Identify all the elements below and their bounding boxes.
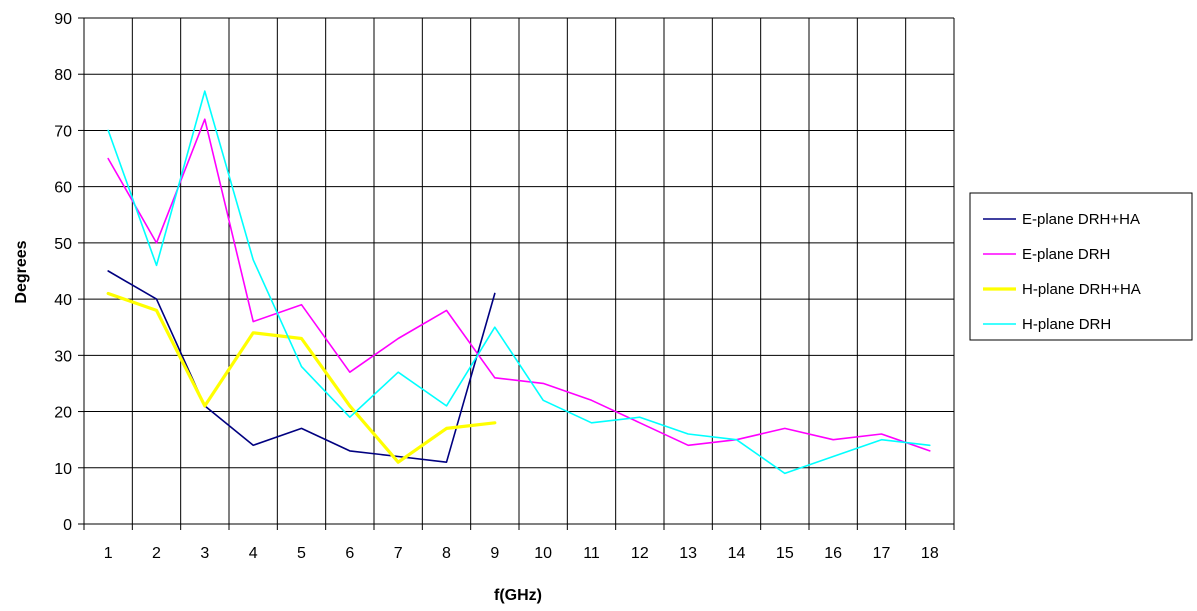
axes: [78, 17, 955, 530]
x-axis-title: f(GHz): [494, 587, 542, 604]
x-tick-label: 5: [297, 545, 306, 562]
x-tick-label: 18: [921, 545, 939, 562]
x-tick-label: 15: [776, 545, 794, 562]
x-tick-label: 11: [583, 545, 600, 562]
y-tick-label: 90: [54, 11, 72, 28]
x-tick-label: 9: [490, 545, 499, 562]
series-lines: [106, 90, 931, 475]
x-tick-label: 12: [631, 545, 649, 562]
legend-label-h-plane-drh-ha: H-plane DRH+HA: [1022, 281, 1141, 298]
legend-label-e-plane-drh: E-plane DRH: [1022, 246, 1110, 263]
y-tick-label: 30: [54, 348, 72, 365]
legend: E-plane DRH+HA E-plane DRH H-plane DRH+HA H…: [969, 192, 1193, 341]
y-tick-label: 70: [54, 123, 72, 140]
legend-label-h-plane-drh: H-plane DRH: [1022, 316, 1111, 333]
x-tick-label: 7: [394, 545, 403, 562]
legend-label-e-plane-drh-ha: E-plane DRH+HA: [1022, 211, 1140, 228]
y-tick-label: 10: [54, 461, 72, 478]
x-tick-label: 3: [200, 545, 209, 562]
series-line-h-plane-drh: [107, 90, 931, 475]
x-tick-labels: 1 2 3 4 5 6 7 8 9 10 11 12 13 14 15 16 17 18: [104, 545, 939, 562]
y-tick-label: 60: [54, 180, 72, 197]
y-tick-labels: 0 10 20 30 40 50 60 70 80 90: [54, 11, 72, 534]
y-axis-title: Degrees: [13, 240, 30, 303]
y-tick-label: 40: [54, 292, 72, 309]
x-tick-label: 17: [873, 545, 891, 562]
y-tick-label: 20: [54, 405, 72, 422]
grid-lines: [84, 17, 955, 524]
x-tick-label: 16: [824, 545, 842, 562]
y-tick-label: 80: [54, 67, 72, 84]
x-tick-label: 8: [442, 545, 451, 562]
series-line-e-plane-drh: [107, 118, 931, 452]
x-tick-label: 13: [679, 545, 697, 562]
x-tick-label: 1: [104, 545, 113, 562]
x-tick-label: 14: [728, 545, 746, 562]
y-tick-label: 50: [54, 236, 72, 253]
series-line-h-plane-drh-ha: [106, 291, 497, 464]
x-tick-label: 6: [345, 545, 354, 562]
legend-box: [969, 192, 1193, 341]
series-line-e-plane-drh-ha: [107, 270, 496, 464]
x-tick-label: 10: [534, 545, 552, 562]
x-tick-label: 2: [152, 545, 161, 562]
x-tick-label: 4: [249, 545, 258, 562]
y-tick-label: 0: [63, 517, 72, 534]
